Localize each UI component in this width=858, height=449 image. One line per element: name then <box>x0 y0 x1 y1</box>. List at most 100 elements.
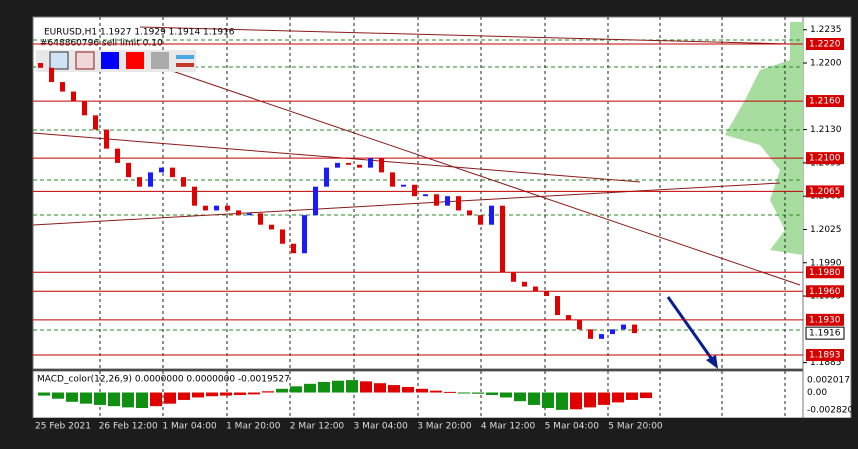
button[interactable] <box>176 63 194 67</box>
arrow-head <box>706 355 718 369</box>
candle <box>324 167 329 187</box>
macd-bar <box>626 392 638 400</box>
candle <box>632 324 637 334</box>
level-box <box>806 285 844 298</box>
candle <box>49 67 54 83</box>
price-box <box>805 326 845 340</box>
candle <box>511 272 516 282</box>
level-box <box>806 313 844 326</box>
macd-bar <box>514 392 526 402</box>
macd-bar <box>584 392 596 408</box>
macd-bar <box>402 386 414 393</box>
candle <box>60 82 65 92</box>
toolbar <box>36 50 196 72</box>
time-label: 4 Mar 12:00 <box>481 422 536 432</box>
macd-bar <box>640 392 652 399</box>
candle <box>258 213 263 225</box>
candle <box>269 224 274 230</box>
vertical-grid <box>99 17 786 418</box>
candle <box>225 205 230 211</box>
candle <box>291 243 296 254</box>
level-label: 1.2100 <box>809 154 841 164</box>
macd-bar <box>416 388 428 393</box>
macd-bar <box>66 392 78 402</box>
candle <box>621 324 626 330</box>
candle <box>566 315 571 320</box>
candle <box>170 167 175 178</box>
time-label: 26 Feb 12:00 <box>99 422 158 432</box>
macd-bar <box>486 392 498 395</box>
macd-bar <box>290 386 302 393</box>
macd-bar <box>94 392 106 405</box>
macd-axis-label: 0.00 <box>807 388 827 398</box>
button[interactable] <box>101 52 119 69</box>
candle <box>434 194 439 206</box>
price-label: 1.2130 <box>810 125 842 135</box>
candle <box>71 91 76 102</box>
time-label: 25 Feb 2021 <box>35 422 91 432</box>
button[interactable] <box>151 52 169 69</box>
candle <box>467 210 472 216</box>
macd-bar <box>556 392 568 410</box>
level-label: 1.1980 <box>809 268 841 278</box>
macd-bar <box>388 385 400 393</box>
candle <box>104 129 109 149</box>
symbol-line: EURUSD,H1 1.1927 1.1929 1.1914 1.1916 <box>44 28 235 38</box>
macd-bar <box>178 392 190 400</box>
level-box <box>806 38 844 50</box>
candle <box>588 329 593 339</box>
macd-bar <box>248 392 260 395</box>
macd-bar <box>430 390 442 393</box>
macd-bar <box>38 392 50 396</box>
candle <box>401 184 406 187</box>
macd-bar <box>80 392 92 404</box>
candle <box>478 215 483 225</box>
candle <box>38 63 43 68</box>
macd-bar <box>528 392 540 405</box>
time-label: 1 Mar 20:00 <box>226 422 281 432</box>
candle <box>192 186 197 206</box>
button[interactable] <box>75 51 95 70</box>
button[interactable] <box>49 51 69 70</box>
macd-bar <box>444 391 456 393</box>
time-label: 5 Mar 20:00 <box>608 422 663 432</box>
macd-bar <box>164 392 176 404</box>
candle <box>247 213 252 216</box>
macd-bar <box>318 381 330 393</box>
level-label: 1.1893 <box>809 351 841 361</box>
candle <box>489 205 494 225</box>
candle <box>137 177 142 187</box>
candle <box>555 296 560 316</box>
macd-bar <box>374 383 386 393</box>
macd-bar <box>332 380 344 393</box>
button[interactable] <box>176 55 194 59</box>
candle <box>412 184 417 197</box>
price-label: 1.1885 <box>810 358 842 368</box>
macd-bar <box>346 380 358 393</box>
macd-bar <box>262 391 274 393</box>
candle <box>390 172 395 187</box>
level-box <box>806 185 844 198</box>
candle <box>82 101 87 116</box>
candle <box>313 186 318 216</box>
candle <box>93 115 98 130</box>
time-label: 5 Mar 04:00 <box>545 422 600 432</box>
candle <box>456 196 461 211</box>
macd-bar <box>150 392 162 407</box>
macd-bar <box>542 392 554 409</box>
candle <box>335 162 340 168</box>
level-box <box>806 152 844 165</box>
candle <box>500 205 505 273</box>
macd-bar <box>234 392 246 395</box>
price-label: 1.1990 <box>810 258 842 268</box>
button[interactable] <box>126 52 144 69</box>
macd-bar <box>598 392 610 405</box>
candle <box>599 334 604 339</box>
time-label: 3 Mar 20:00 <box>417 422 472 432</box>
level-label: 1.1930 <box>809 315 841 325</box>
candle <box>181 177 186 187</box>
candle <box>280 229 285 244</box>
macd-bar <box>206 392 218 397</box>
candle <box>115 148 120 163</box>
